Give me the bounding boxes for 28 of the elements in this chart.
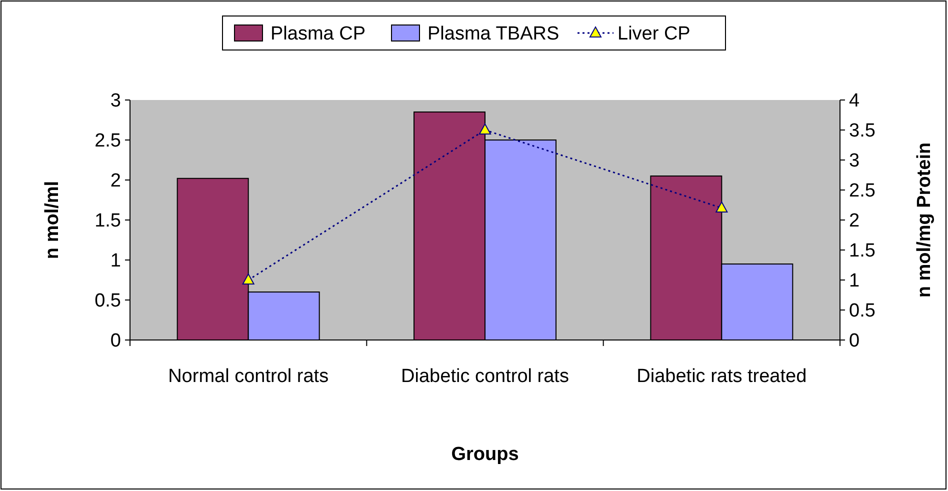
y2-tick-label: 0 xyxy=(849,330,860,352)
x-tick-label: Diabetic rats treated xyxy=(636,366,807,387)
y-axis-title: n mol/ml xyxy=(42,180,63,260)
point xyxy=(479,124,491,134)
y2-tick-label: 2 xyxy=(849,210,860,232)
y2-tick-label: 0.5 xyxy=(849,300,876,322)
y2-tick-label: 4 xyxy=(849,90,860,112)
x-tick-label: Normal control rats xyxy=(168,366,329,387)
x-axis-title: Groups xyxy=(451,444,519,465)
y2-axis-title: n mol/mg Protein xyxy=(914,142,935,298)
y-tick-label: 0 xyxy=(110,330,121,352)
y2-tick-label: 1.5 xyxy=(849,240,876,262)
y2-tick-label: 2.5 xyxy=(849,180,876,202)
legend-label: Plasma TBARS xyxy=(428,24,560,45)
y-tick-label: 3 xyxy=(110,90,121,112)
legend-label: Plasma CP xyxy=(270,24,366,45)
y-tick-label: 2.5 xyxy=(94,130,121,152)
y2-tick-label: 3 xyxy=(849,150,860,172)
x-tick-label: Diabetic control rats xyxy=(401,366,569,387)
point xyxy=(716,202,728,212)
legend-label: Liver CP xyxy=(618,24,690,45)
y-tick-label: 1.5 xyxy=(94,210,121,232)
y2-tick-label: 3.5 xyxy=(849,120,876,142)
y-tick-label: 2 xyxy=(110,170,121,192)
y-tick-label: 1 xyxy=(110,250,121,272)
point xyxy=(242,274,254,284)
y-tick-label: 0.5 xyxy=(94,290,121,312)
y2-tick-label: 1 xyxy=(849,270,860,292)
